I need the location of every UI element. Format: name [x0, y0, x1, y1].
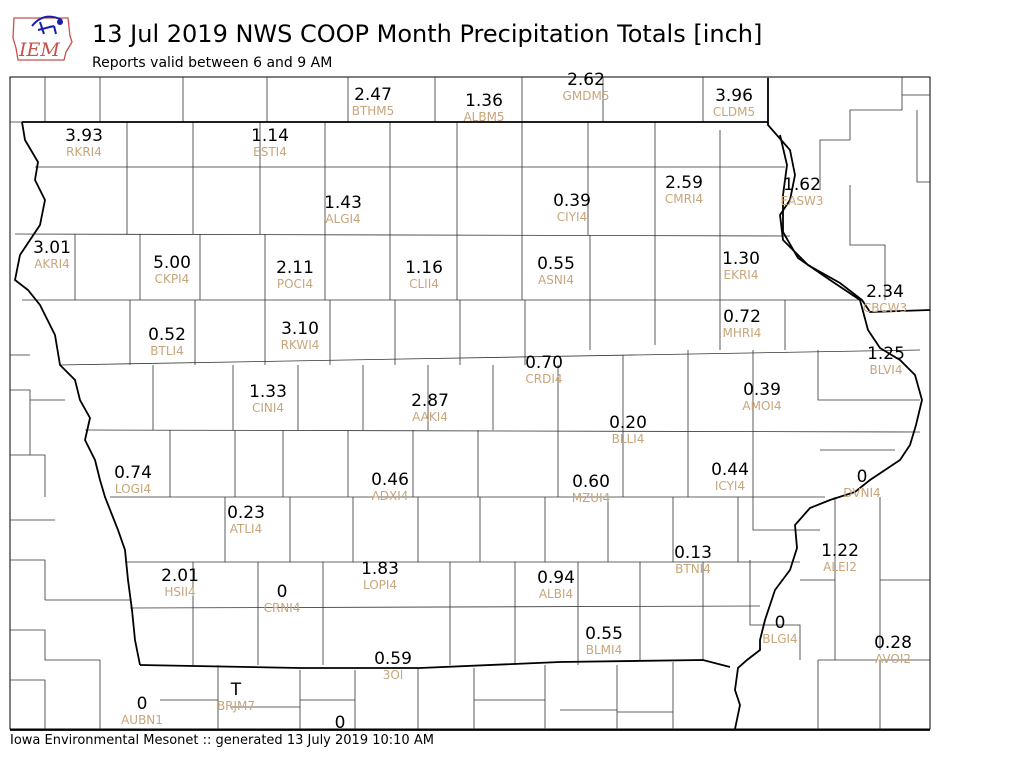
station-value: 1.14: [251, 126, 289, 146]
station-value: T: [230, 680, 242, 700]
station-value: 0: [857, 467, 868, 487]
station-value: 0.70: [525, 353, 563, 373]
station-value: 3.10: [281, 319, 319, 339]
station-value: 0.52: [148, 325, 186, 345]
station-value: 2.87: [411, 391, 449, 411]
station-id: ATLI4: [230, 522, 262, 536]
station-value: 2.11: [276, 258, 314, 278]
station-value: 1.25: [867, 344, 905, 364]
station-value: 0.39: [553, 191, 591, 211]
station-value: 0: [775, 613, 786, 633]
station-id: BRJM7: [217, 699, 255, 713]
station-value: 0.59: [374, 649, 412, 669]
station-id: RKRI4: [66, 145, 102, 159]
station-id: DVNI4: [843, 486, 880, 500]
station-id: EKRI4: [724, 268, 759, 282]
station-id: CIYI4: [557, 210, 587, 224]
station-id: GMDM5: [563, 89, 610, 103]
station-value: 2.59: [665, 173, 703, 193]
station-id: CMRI4: [665, 192, 703, 206]
station-value: 0.20: [609, 413, 647, 433]
station-id: BLVI4: [870, 363, 903, 377]
station-value: 0: [277, 582, 288, 602]
station-id: CBCW3: [863, 301, 907, 315]
station-id: BTLI4: [150, 344, 183, 358]
station-value: 0.74: [114, 463, 152, 483]
footer-credit: Iowa Environmental Mesonet :: generated …: [10, 733, 434, 748]
station-value: 0.39: [743, 380, 781, 400]
station-id: AAKI4: [412, 410, 448, 424]
station-id: LOPI4: [363, 578, 397, 592]
station-value: 0.60: [572, 472, 610, 492]
station-id: ALBI4: [539, 587, 573, 601]
station-value: 2.01: [161, 566, 199, 586]
station-value: 0.72: [723, 307, 761, 327]
station-id: ASNI4: [538, 273, 574, 287]
station-value: 1.83: [361, 559, 399, 579]
station-id: CLDM5: [713, 105, 755, 119]
station-id: BLMI4: [586, 643, 622, 657]
map-frame: [9, 76, 931, 730]
station-id: AUBN1: [121, 713, 163, 727]
station-id: CLII4: [409, 277, 439, 291]
station-value: 3.96: [715, 86, 753, 106]
station-id: ALBM5: [463, 110, 504, 124]
station-id: ADXI4: [372, 489, 409, 503]
page-subtitle: Reports valid between 6 and 9 AM: [92, 55, 333, 71]
station-id: AMOI4: [742, 399, 781, 413]
station-id: RKWI4: [281, 338, 320, 352]
station-id: LOGI4: [115, 482, 151, 496]
station-value: 3.01: [33, 238, 71, 258]
station-id: BLGI4: [762, 632, 797, 646]
station-value: 0.55: [537, 254, 575, 274]
station-id: ALGI4: [325, 212, 360, 226]
station-id: AVOI2: [875, 652, 911, 666]
station-id: ESTI4: [253, 145, 287, 159]
county-lines: [10, 77, 930, 729]
station-value: 1.43: [324, 193, 362, 213]
station-id: BTNI4: [675, 562, 711, 576]
station-value: 0.28: [874, 633, 912, 653]
station-id: ICYI4: [715, 479, 745, 493]
station-value: 0: [137, 694, 148, 714]
station-value: 2.62: [567, 70, 605, 90]
station-value: 1.33: [249, 382, 287, 402]
station-value: 0.55: [585, 624, 623, 644]
station-id: CRNI4: [264, 601, 301, 615]
state-borders: [10, 78, 931, 731]
station-id: BLLI4: [612, 432, 645, 446]
station-value: 0.44: [711, 460, 749, 480]
station-value: 0.94: [537, 568, 575, 588]
iem-logo: IEM: [12, 15, 73, 61]
station-id: MZUI4: [572, 491, 611, 505]
station-id: POCI4: [277, 277, 313, 291]
station-id: CINI4: [252, 401, 284, 415]
station-value: 0.23: [227, 503, 265, 523]
station-id: MHRI4: [723, 326, 762, 340]
station-value: 3.93: [65, 126, 103, 146]
station-value: 1.22: [821, 541, 859, 561]
station-value: 0: [335, 713, 346, 733]
station-id: BTHM5: [352, 104, 395, 118]
station-id: 3OI: [383, 668, 404, 682]
station-value: 5.00: [153, 253, 191, 273]
station-id: ALEI2: [823, 560, 857, 574]
station-value: 0.13: [674, 543, 712, 563]
station-id: CRDI4: [525, 372, 562, 386]
station-id: HSII4: [164, 585, 195, 599]
station-value: 1.62: [783, 175, 821, 195]
station-id: CKPI4: [155, 272, 190, 286]
station-value: 2.34: [866, 282, 904, 302]
station-value: 1.16: [405, 258, 443, 278]
station-value: 0.46: [371, 470, 409, 490]
station-id: AKRI4: [34, 257, 70, 271]
station-value: 1.36: [465, 91, 503, 111]
station-value: 1.30: [722, 249, 760, 269]
station-value: 2.47: [354, 85, 392, 105]
station-id: EASW3: [781, 194, 824, 208]
page-title: 13 Jul 2019 NWS COOP Month Precipitation…: [92, 20, 763, 48]
logo-text: IEM: [18, 39, 60, 61]
